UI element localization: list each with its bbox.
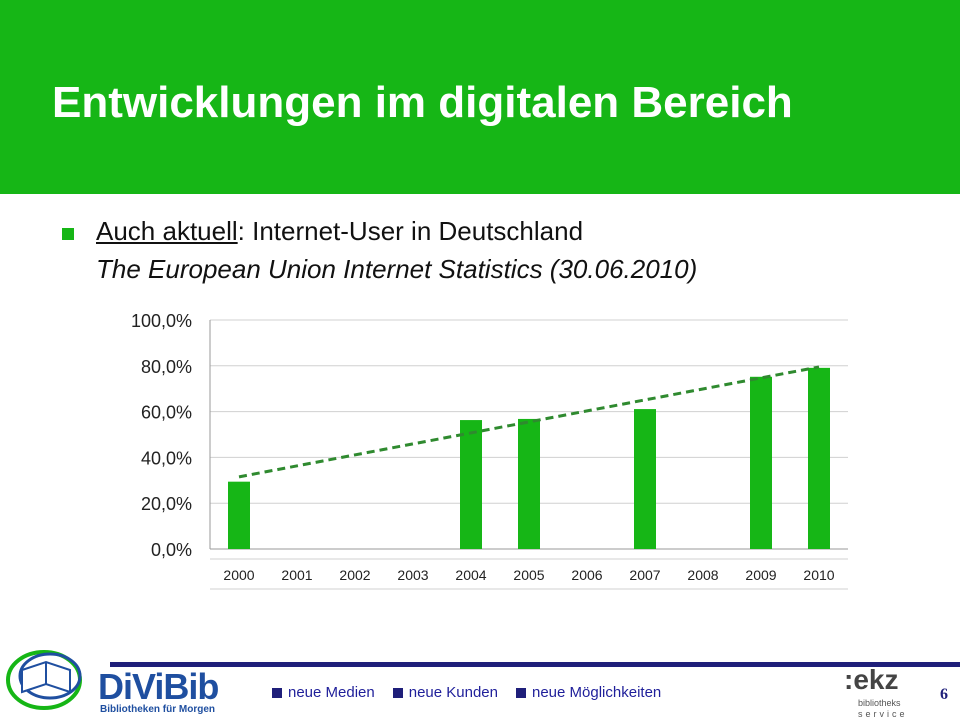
ekz-sub1: bibliotheks (858, 698, 901, 708)
y-tick-label: 80,0% (141, 357, 192, 377)
x-tick-label: 2000 (223, 567, 254, 583)
book-logo-icon (6, 650, 82, 710)
slide-title: Entwicklungen im digitalen Bereich (52, 78, 793, 127)
internet-users-chart: 0,0% 20,0% 40,0% 60,0% 80,0% 100,0% 2000 2001 20… (131, 311, 848, 590)
bar (750, 376, 772, 549)
x-tick-label: 2009 (745, 567, 776, 583)
nav-square-icon (516, 687, 526, 698)
bullet-text: Auch aktuell: Internet-User in Deutschla… (96, 216, 583, 247)
bullet-source: The European Union Internet Statistics (… (96, 254, 698, 284)
divibib-tagline: Bibliotheken für Morgen (100, 704, 215, 715)
ekz-sub2: service (858, 709, 908, 719)
x-tick-label: 2004 (455, 567, 486, 583)
x-tick-label: 2005 (513, 567, 544, 583)
bar (808, 367, 830, 549)
nav-square-icon (272, 687, 282, 698)
y-tick-label: 40,0% (141, 448, 192, 468)
bullet-square-icon (62, 228, 74, 240)
footer-rule (110, 662, 960, 667)
x-tick-label: 2006 (571, 567, 602, 583)
bullet-underlined-text: Auch aktuell (96, 216, 238, 246)
nav-label: neue Kunden (408, 684, 498, 701)
bar (460, 420, 482, 549)
bullet-rest-text: : Internet-User in Deutschland (237, 216, 584, 246)
x-tick-label: 2001 (281, 567, 312, 583)
y-tick-label: 60,0% (141, 403, 192, 423)
bar (634, 409, 656, 549)
nav-item-kunden: neue Kunden (392, 684, 498, 701)
y-tick-label: 0,0% (151, 540, 192, 560)
title-banner: Entwicklungen im digitalen Bereich (0, 0, 960, 194)
y-tick-label: 20,0% (141, 494, 192, 514)
divibib-logo: DiViBib Bibliotheken für Morgen (0, 640, 260, 720)
nav-item-medien: neue Medien (272, 684, 375, 701)
y-tick-label: 100,0% (131, 311, 192, 331)
nav-label: neue Möglichkeiten (532, 684, 662, 701)
nav-square-icon (392, 687, 403, 698)
ekz-logo: :ekz bibliotheks service (838, 664, 918, 720)
trendline (238, 365, 820, 479)
ekz-brand: :ekz (844, 664, 899, 695)
page-number: 6 (940, 686, 948, 703)
x-tick-label: 2003 (397, 567, 428, 583)
x-tick-label: 2002 (339, 567, 370, 583)
footer-nav: neue Medien neue Kunden neue Möglichkeit… (272, 684, 679, 701)
nav-label: neue Medien (288, 684, 375, 701)
bar (228, 481, 250, 549)
bar (518, 418, 540, 549)
nav-item-moeglichkeiten: neue Möglichkeiten (516, 684, 661, 701)
x-tick-label: 2008 (687, 567, 718, 583)
x-tick-label: 2010 (803, 567, 834, 583)
x-tick-label: 2007 (629, 567, 660, 583)
divibib-brand: DiViBib (98, 666, 219, 707)
